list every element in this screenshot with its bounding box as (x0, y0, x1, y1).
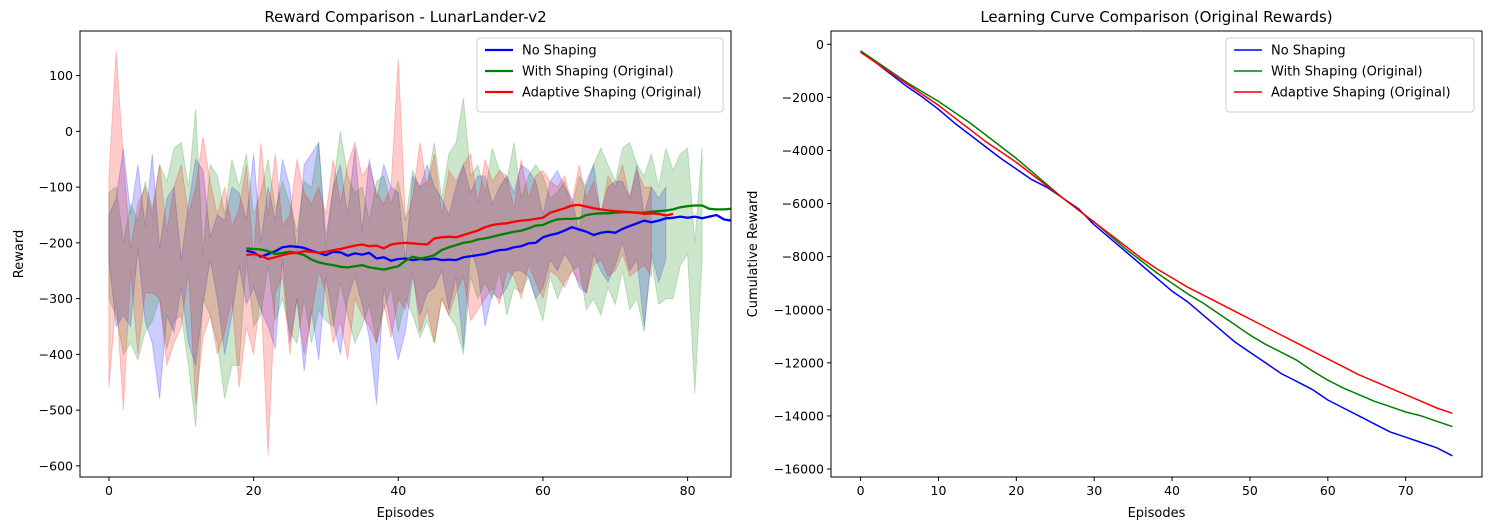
y-tick-label: −100 (39, 180, 73, 195)
learning-curve-chart: 0 10 20 30 40 50 60 70 0 −2000 −4000 −6000 −8000 −100… (746, 8, 1483, 521)
y-tick-label: −300 (39, 291, 73, 306)
y-tick-label: 0 (65, 124, 73, 139)
x-tick-label: 60 (535, 483, 551, 498)
legend: No Shaping With Shaping (Original) Adaptiv… (1225, 37, 1475, 113)
series-line-1 (246, 204, 731, 271)
x-tick-label: 20 (246, 483, 262, 498)
y-tick-label: 0 (816, 37, 824, 52)
x-tick-label: 0 (857, 483, 865, 498)
y-tick-label: −4000 (782, 143, 824, 158)
legend-label: Adaptive Shaping (Original) (1271, 86, 1451, 101)
y-tick-label: −14000 (774, 408, 824, 423)
x-tick-label: 40 (1164, 483, 1180, 498)
legend-box (476, 37, 724, 113)
y-tick-label: −600 (39, 458, 73, 473)
legend-label: No Shaping (1271, 44, 1346, 59)
x-tick-label: 70 (1398, 483, 1414, 498)
x-tick-label: 10 (931, 483, 947, 498)
reward-comparison-chart: 0 20 40 60 80 100 0 −100 −200 −300 −400 −500 −600 Rew… (12, 8, 732, 521)
legend-label: No Shaping (522, 44, 597, 59)
series-line-1 (860, 50, 1453, 428)
x-axis-label: Episodes (377, 506, 435, 521)
y-tick-label: −6000 (782, 196, 824, 211)
series-line-0 (246, 213, 731, 262)
x-tick-label: 50 (1242, 483, 1258, 498)
axes-frame (79, 30, 732, 478)
y-tick-label: −8000 (782, 249, 824, 264)
band-with-shaping-original (108, 97, 703, 427)
y-tick-label: −12000 (774, 355, 824, 370)
x-tick-label: 80 (680, 483, 696, 498)
y-axis-label: Cumulative Reward (746, 191, 761, 318)
legend: No Shaping With Shaping (Original) Adaptiv… (476, 37, 724, 113)
x-tick-label: 30 (1086, 483, 1102, 498)
legend-label: With Shaping (Original) (1271, 65, 1423, 80)
legend-label: With Shaping (Original) (522, 65, 674, 80)
legend-box (1225, 37, 1475, 113)
x-tick-label: 60 (1320, 483, 1336, 498)
series-line-0 (860, 50, 1453, 457)
series-line-2 (246, 203, 674, 261)
x-axis-label: Episodes (1128, 506, 1186, 521)
series-line-2 (860, 51, 1453, 415)
legend-label: Adaptive Shaping (Original) (522, 86, 702, 101)
band-adaptive-shaping-original (108, 50, 652, 455)
y-tick-label: −2000 (782, 90, 824, 105)
chart-title: Reward Comparison - LunarLander-v2 (264, 8, 546, 26)
x-tick-label: 20 (1008, 483, 1024, 498)
y-axis-label: Reward (12, 230, 27, 278)
chart-title: Learning Curve Comparison (Original Rewa… (980, 8, 1332, 26)
y-tick-label: −200 (39, 235, 73, 250)
y-tick-label: −16000 (774, 462, 824, 477)
y-tick-label: −500 (39, 403, 73, 418)
y-tick-label: −10000 (774, 302, 824, 317)
y-tick-label: 100 (49, 68, 73, 83)
x-tick-label: 40 (390, 483, 406, 498)
y-tick-label: −400 (39, 347, 73, 362)
axes-frame (830, 30, 1483, 478)
x-tick-label: 0 (105, 483, 113, 498)
